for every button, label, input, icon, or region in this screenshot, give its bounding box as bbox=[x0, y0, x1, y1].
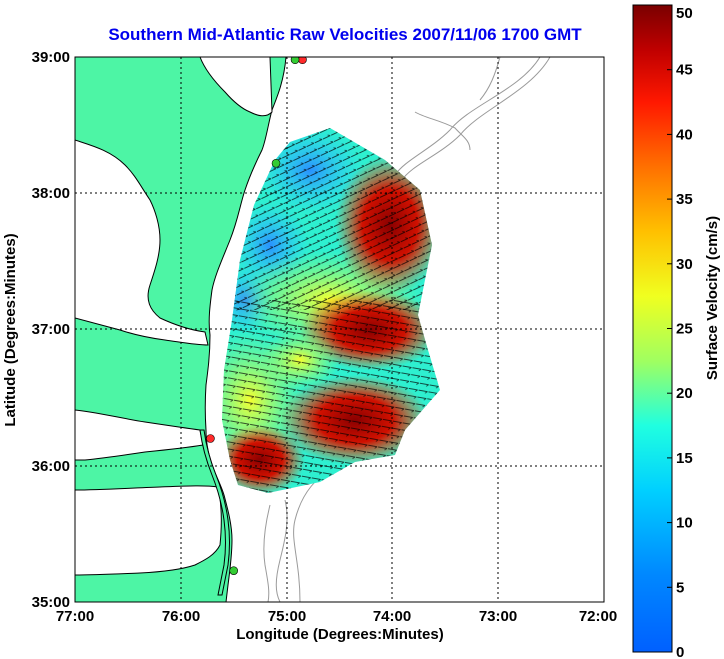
colorbar-ticks: 0 5 10 15 20 25 30 35 40 45 50 bbox=[667, 4, 693, 659]
radar-station-marker bbox=[290, 57, 300, 65]
colorbar-tick-label: 40 bbox=[676, 126, 693, 143]
colorbar-tick-label: 0 bbox=[676, 644, 684, 659]
colorbar-tick-label: 50 bbox=[676, 5, 693, 22]
y-axis-label: Latitude (Degrees:Minutes) bbox=[2, 233, 19, 426]
x-axis: 77:00 76:00 75:00 74:00 73:00 72:00 Long… bbox=[56, 608, 617, 643]
y-tick-label: 36:00 bbox=[32, 458, 70, 475]
y-tick-label: 39:00 bbox=[32, 49, 70, 66]
y-tick-label: 37:00 bbox=[32, 321, 70, 338]
radar-station-marker bbox=[271, 158, 281, 168]
colorbar-label: Surface Velocity (cm/s) bbox=[704, 216, 721, 380]
y-tick-label: 35:00 bbox=[32, 594, 70, 611]
x-tick-label: 72:00 bbox=[579, 608, 617, 625]
colorbar-tick-label: 5 bbox=[676, 579, 684, 596]
colorbar-tick-label: 10 bbox=[676, 515, 693, 532]
plot-frame bbox=[74, 56, 605, 603]
x-tick-label: 73:00 bbox=[479, 608, 517, 625]
colorbar-tick-label: 20 bbox=[676, 385, 693, 402]
colorbar-tick-label: 15 bbox=[676, 450, 693, 467]
y-tick-label: 38:00 bbox=[32, 185, 70, 202]
colorbar-tick-label: 25 bbox=[676, 321, 693, 338]
x-tick-label: 77:00 bbox=[56, 608, 94, 625]
colorbar-tick-label: 35 bbox=[676, 191, 693, 208]
x-tick-label: 76:00 bbox=[162, 608, 200, 625]
velocity-field bbox=[222, 128, 440, 493]
grid-lines bbox=[75, 57, 604, 602]
radar-station-marker bbox=[229, 566, 238, 575]
map-plot-area bbox=[74, 56, 605, 603]
radar-stations bbox=[206, 57, 307, 575]
colorbar-gradient bbox=[632, 4, 673, 653]
colorbar: 0 5 10 15 20 25 30 35 40 45 50 Surface Velocity (c… bbox=[632, 4, 721, 659]
radar-station-marker bbox=[206, 434, 215, 443]
y-axis: 39:00 38:00 37:00 36:00 35:00 Latitude (… bbox=[2, 49, 70, 611]
x-axis-label: Longitude (Degrees:Minutes) bbox=[236, 626, 444, 643]
colorbar-tick-label: 30 bbox=[676, 256, 693, 273]
chart-title: Southern Mid-Atlantic Raw Velocities 200… bbox=[108, 25, 582, 44]
colorbar-tick-label: 45 bbox=[676, 62, 693, 79]
x-tick-label: 74:00 bbox=[373, 608, 411, 625]
x-tick-label: 75:00 bbox=[268, 608, 306, 625]
